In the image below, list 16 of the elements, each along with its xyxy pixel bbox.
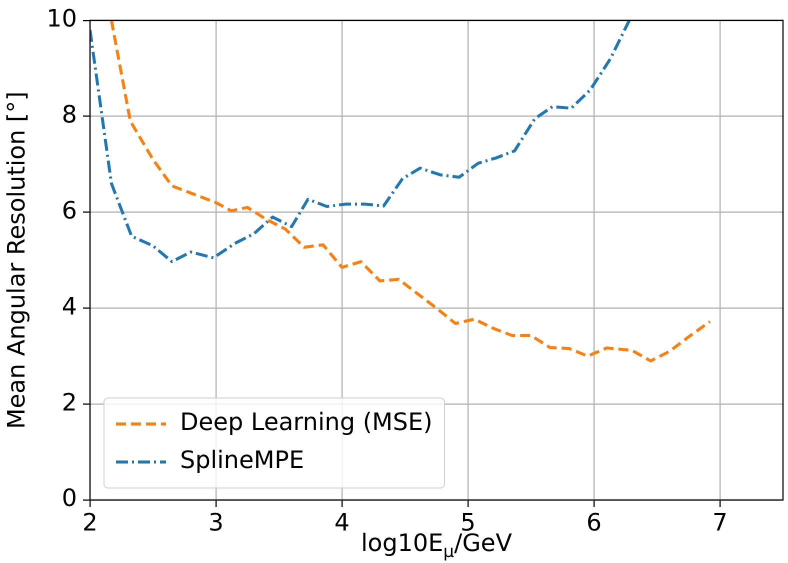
x-tick-label: 4 xyxy=(334,508,350,537)
line-series xyxy=(110,20,712,362)
line-series xyxy=(90,20,631,264)
y-tick-label: 2 xyxy=(62,388,77,416)
y-axis-title: Mean Angular Resolution [°] xyxy=(2,91,31,430)
y-tick-label: 8 xyxy=(62,100,77,129)
x-tick-label: 2 xyxy=(82,508,98,537)
legend-label: SplineMPE xyxy=(180,446,304,474)
x-tick-label: 7 xyxy=(712,508,728,537)
y-tick-label: 6 xyxy=(62,196,77,224)
y-tick-label: 0 xyxy=(62,484,77,512)
y-tick-label: 4 xyxy=(62,292,77,320)
legend-label: Deep Learning (MSE) xyxy=(180,408,433,436)
y-tick-label: 10 xyxy=(46,4,77,33)
x-tick-label: 6 xyxy=(586,508,602,537)
x-tick-label: 3 xyxy=(208,508,224,537)
